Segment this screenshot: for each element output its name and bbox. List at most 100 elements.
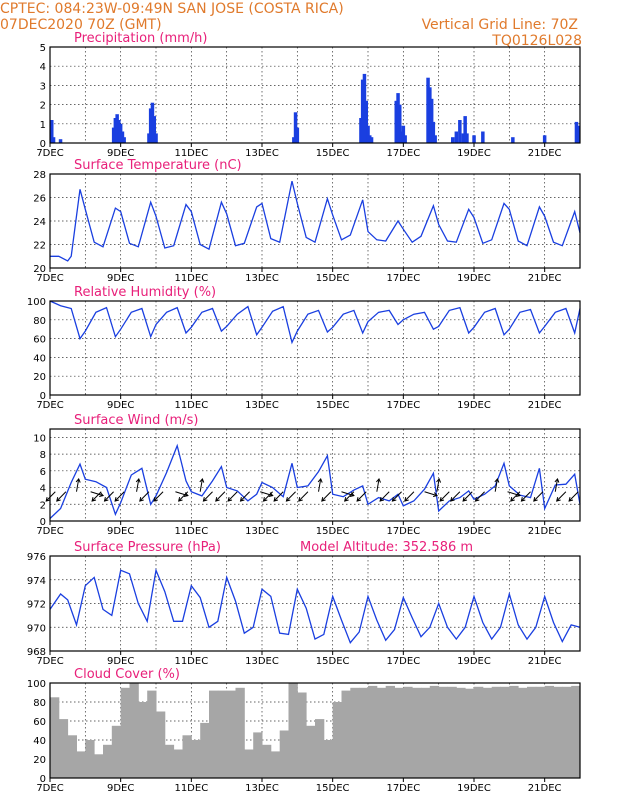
cloud-bar xyxy=(209,690,219,778)
panel-title: Relative Humidity (%) xyxy=(74,285,216,300)
wind-arrow-head xyxy=(356,496,362,502)
wind-arrow-head xyxy=(344,496,349,502)
wind-arrow-head xyxy=(91,496,97,502)
precip-bar xyxy=(481,131,485,143)
x-tick-label: 21DEC xyxy=(528,273,562,284)
x-tick-label: 11DEC xyxy=(174,273,208,284)
y-tick-label: 968 xyxy=(27,647,46,658)
precip-bar xyxy=(122,137,126,143)
x-tick-label: 17DEC xyxy=(386,656,420,667)
cloud-bar xyxy=(332,702,342,778)
cloud-bar xyxy=(500,686,510,778)
cloud-bar xyxy=(94,754,104,779)
wind-arrow-shaft xyxy=(203,491,213,502)
wind-arrow-shaft xyxy=(568,491,579,502)
cloud-bar xyxy=(129,683,139,778)
panel-5: 0 20 40 60 80 100 7DEC 9DEC 11DEC 13DEC 15DEC 17DEC… xyxy=(27,667,581,794)
cloud-bar xyxy=(474,686,484,778)
wind-arrow-shaft xyxy=(286,491,296,502)
x-tick-label: 17DEC xyxy=(386,148,420,159)
panel-title: Precipitation (mm/h) xyxy=(74,31,207,46)
wind-arrow-shaft xyxy=(507,491,521,497)
cloud-bar xyxy=(376,687,387,779)
header-run-date: 07DEC2020 70Z (GMT) xyxy=(0,17,162,33)
wind-arrow-shaft xyxy=(462,491,473,502)
wind-arrow-shaft xyxy=(376,478,380,492)
cloud-bar xyxy=(50,697,60,779)
wind-arrow-head xyxy=(568,496,574,502)
precip-bar xyxy=(293,112,298,143)
y-tick-label: 60 xyxy=(33,335,46,346)
cloud-bar xyxy=(359,687,369,779)
y-tick-label: 2 xyxy=(40,101,46,112)
x-tick-label: 19DEC xyxy=(457,526,491,537)
x-tick-label: 13DEC xyxy=(245,526,279,537)
cloud-bar xyxy=(553,686,563,778)
x-tick-label: 13DEC xyxy=(245,656,279,667)
precip-bar xyxy=(458,120,462,143)
y-tick-label: 20 xyxy=(33,755,46,766)
precip-bar xyxy=(150,102,155,143)
x-tick-label: 15DEC xyxy=(316,783,350,794)
cloud-bar xyxy=(182,735,192,779)
y-tick-label: 100 xyxy=(27,679,46,690)
wind-arrow-shaft xyxy=(90,491,104,497)
wind-arrow-shaft xyxy=(392,491,402,502)
x-tick-label: 17DEC xyxy=(386,783,420,794)
precip-bar xyxy=(433,135,437,143)
wind-arrow-head xyxy=(114,496,120,502)
wind-arrow-shaft xyxy=(56,491,67,502)
x-tick-label: 17DEC xyxy=(386,526,420,537)
x-tick-label: 17DEC xyxy=(386,273,420,284)
precip-bar xyxy=(465,133,469,143)
x-tick-label: 11DEC xyxy=(174,656,208,667)
wind-arrow-shaft xyxy=(318,478,322,492)
header-model-id: TQ0126L028 xyxy=(491,33,582,49)
wind-arrow-head xyxy=(321,496,326,502)
cloud-bar xyxy=(156,711,166,778)
wind-arrow-head xyxy=(317,477,323,483)
precip-bar xyxy=(401,125,406,143)
header-grid-line: Vertical Grid Line: 70Z xyxy=(422,17,578,33)
cloud-bar xyxy=(244,749,254,778)
wind-arrow-head xyxy=(450,496,455,502)
wind-arrow-head xyxy=(554,477,560,483)
precip-bar xyxy=(50,120,54,143)
x-tick-label: 7DEC xyxy=(36,400,63,411)
x-tick-label: 15DEC xyxy=(316,656,350,667)
wind-arrow-head xyxy=(56,496,61,502)
series-line xyxy=(49,567,581,644)
wind-arrow-head xyxy=(285,496,291,502)
cloud-bar xyxy=(297,692,307,778)
cloud-bar xyxy=(147,690,157,778)
y-tick-label: 974 xyxy=(27,576,46,587)
precip-bar xyxy=(431,121,436,143)
precip-bar xyxy=(574,121,579,143)
precip-bar xyxy=(58,139,63,143)
cloud-bar xyxy=(253,732,263,778)
y-tick-label: 20 xyxy=(33,372,46,383)
cloud-bar xyxy=(217,690,228,778)
x-tick-label: 21DEC xyxy=(528,148,562,159)
wind-arrow-head xyxy=(404,496,409,502)
panel-0: 0 1 2 3 4 5 7DEC 9DEC 11DEC 13DEC 15DEC 17DEC 19DEC 2… xyxy=(36,31,581,159)
wind-arrow-head xyxy=(432,492,438,497)
wind-arrow-head xyxy=(135,477,141,483)
wind-arrow-shaft xyxy=(533,491,544,502)
y-tick-label: 1 xyxy=(40,120,46,131)
wind-arrow-head xyxy=(556,496,561,502)
precip-bar xyxy=(399,131,404,143)
panel-frame xyxy=(49,300,581,396)
x-tick-label: 15DEC xyxy=(316,273,350,284)
y-tick-label: 8 xyxy=(40,450,46,461)
wind-arrow-head xyxy=(494,477,500,483)
x-tick-label: 21DEC xyxy=(528,783,562,794)
cloud-bar xyxy=(403,686,413,778)
wind-arrow-shaft xyxy=(273,491,284,502)
wind-arrow-shaft xyxy=(510,491,521,502)
panel-title: Surface Pressure (hPa) xyxy=(74,540,221,555)
wind-arrow-shaft xyxy=(356,491,367,502)
cloud-bar xyxy=(456,687,466,779)
panel-frame xyxy=(49,555,581,652)
